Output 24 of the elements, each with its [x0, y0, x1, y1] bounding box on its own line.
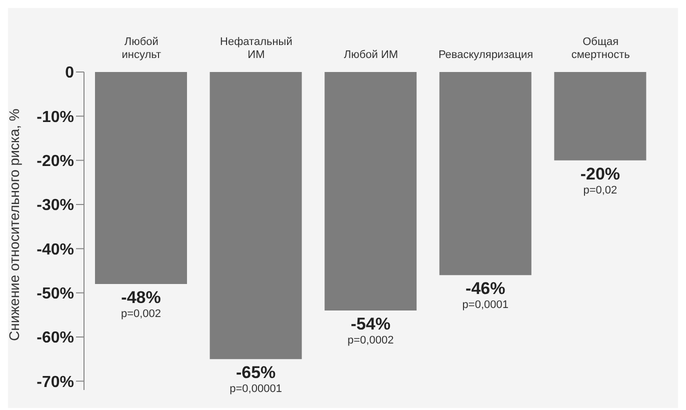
data-label: -54%	[350, 314, 390, 334]
annotation: p=0,00001	[230, 383, 282, 396]
annotation: p=0,0002	[348, 334, 394, 346]
x-tick-label: Реваскуляризация	[438, 49, 534, 61]
annotation: p=0,02	[583, 184, 618, 196]
y-tick-label: -20%	[36, 153, 74, 170]
data-label: -65%	[236, 363, 276, 382]
x-tick-label: Общая смертность	[571, 36, 630, 61]
x-tick-label: Любой ИМ	[344, 49, 398, 61]
y-tick-label: -40%	[36, 241, 74, 258]
data-label: -46%	[466, 279, 506, 298]
x-tick-label: Нефатальный ИМ	[220, 36, 292, 61]
y-tick-label: -60%	[36, 330, 74, 347]
y-axis-title: Снижение относительного риска, %	[6, 108, 22, 341]
data-label: -48%	[121, 288, 161, 307]
y-tick-label: -10%	[36, 108, 74, 126]
annotation: p=0,002	[120, 308, 162, 320]
y-tick-label: -50%	[36, 286, 74, 303]
y-tick-label: -30%	[36, 197, 74, 214]
data-label: -20%	[580, 164, 620, 184]
y-tick-label: -70%	[36, 374, 74, 391]
x-tick-label: Любой инсульт	[122, 36, 162, 61]
y-tick-label: 0	[65, 64, 74, 82]
annotation: p=0,0001	[462, 299, 508, 312]
